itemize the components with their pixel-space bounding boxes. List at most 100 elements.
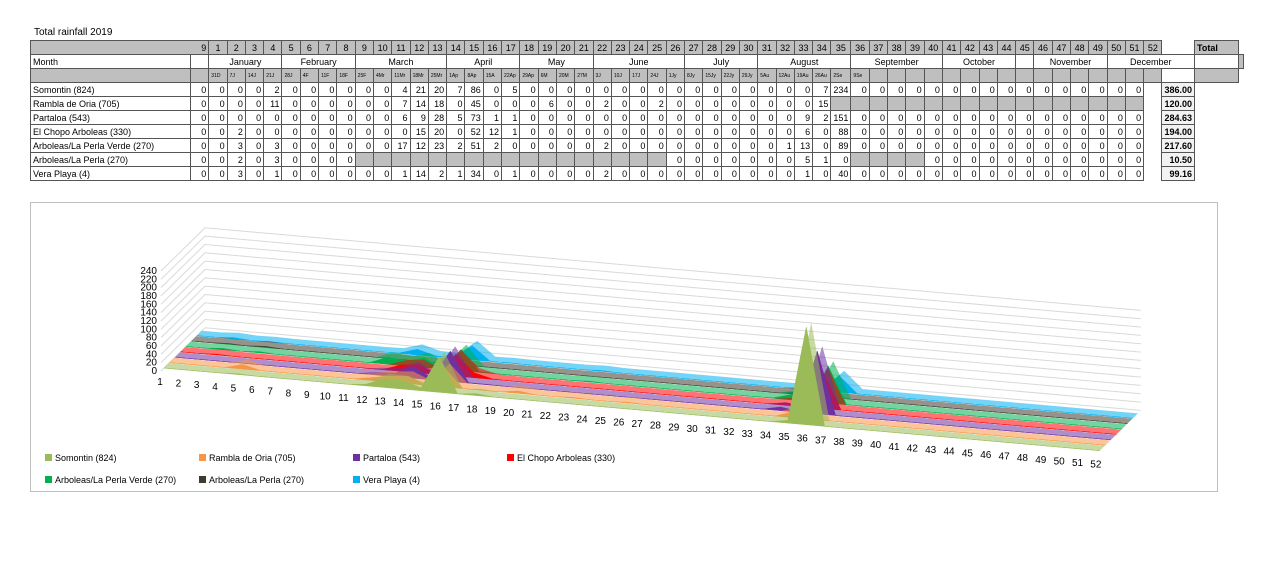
rainfall-cell: 0 xyxy=(738,152,759,167)
rainfall-cell: 0 xyxy=(923,166,943,181)
rainfall-cell: 0 xyxy=(537,124,557,139)
legend-label: Somontin (824) xyxy=(55,453,117,463)
rainfall-cell: 0 xyxy=(318,110,338,125)
rainfall-cell xyxy=(574,152,594,167)
date-cell xyxy=(1033,68,1053,83)
week-number-cell: 30 xyxy=(738,40,759,55)
rainfall-cell: 0 xyxy=(702,124,722,139)
rainfall-cell: 0 xyxy=(1106,152,1126,167)
rainfall-cell: 0 xyxy=(905,138,925,153)
month-header-cell xyxy=(1015,54,1035,69)
rainfall-cell: 0 xyxy=(941,152,962,167)
total-header: Total xyxy=(1194,40,1239,55)
week-number-cell: 39 xyxy=(905,40,925,55)
rainfall-cell: 0 xyxy=(996,152,1017,167)
gridline xyxy=(160,293,1141,378)
gridline xyxy=(160,310,1141,395)
rainfall-cell: 0 xyxy=(629,110,649,125)
week-number-cell: 40 xyxy=(923,40,943,55)
rainfall-cell: 0 xyxy=(263,124,283,139)
y-tick-label: 160 xyxy=(140,299,157,310)
rainfall-cell xyxy=(868,152,889,167)
x-tick-label: 27 xyxy=(632,419,644,430)
station-name: Arboleas/La Perla (270) xyxy=(30,152,191,167)
rainfall-cell xyxy=(427,152,448,167)
rainfall-cell xyxy=(905,152,925,167)
rainfall-cell: 45 xyxy=(464,96,484,111)
rainfall-cell: 73 xyxy=(464,110,484,125)
rainfall-cell: 0 xyxy=(665,152,686,167)
rainfall-cell: 0 xyxy=(354,166,374,181)
rainfall-cell xyxy=(887,152,907,167)
x-tick-label: 38 xyxy=(833,437,845,448)
total-cell: 284.63 xyxy=(1161,110,1195,125)
week-number-cell: 52 xyxy=(1143,40,1163,55)
rainfall-cell: 6 xyxy=(793,124,814,139)
rainfall-cell: 0 xyxy=(996,82,1017,97)
date-cell: 17J xyxy=(629,68,649,83)
rainfall-cell: 0 xyxy=(482,82,503,97)
gap-cell xyxy=(1143,138,1162,153)
date-cell xyxy=(905,68,925,83)
month-header-cell: June xyxy=(592,54,686,69)
rainfall-cell: 0 xyxy=(1051,124,1071,139)
rainfall-cell: 20 xyxy=(427,82,448,97)
rainfall-cell xyxy=(647,152,667,167)
legend-swatch xyxy=(507,454,514,461)
gap-cell xyxy=(1143,152,1162,167)
week-number-cell: 23 xyxy=(610,40,631,55)
x-tick-label: 6 xyxy=(249,385,255,396)
date-cell: 1Ap xyxy=(446,68,466,83)
date-cell: 6M xyxy=(537,68,557,83)
x-tick-label: 12 xyxy=(356,395,368,406)
rainfall-cell: 0 xyxy=(684,152,704,167)
rainfall-cell: 0 xyxy=(372,166,393,181)
x-tick-label: 29 xyxy=(668,422,680,433)
y-tick-label: 60 xyxy=(146,341,158,352)
rainfall-cell: 0 xyxy=(336,166,356,181)
rainfall-cell: 0 xyxy=(738,124,759,139)
rainfall-cell: 0 xyxy=(702,110,722,125)
rainfall-cell: 0 xyxy=(336,110,356,125)
rainfall-cell: 1 xyxy=(812,152,832,167)
rainfall-cell: 0 xyxy=(1051,138,1071,153)
rainfall-cell: 0 xyxy=(850,82,870,97)
rainfall-cell: 0 xyxy=(1088,110,1108,125)
y-tick-label: 80 xyxy=(146,333,158,344)
date-cell: 7J xyxy=(226,68,246,83)
series-area xyxy=(164,327,1100,451)
rainfall-cell: 34 xyxy=(464,166,484,181)
month-header-cell: September xyxy=(850,54,943,69)
rainfall-cell: 0 xyxy=(887,138,907,153)
rainfall-cell: 2 xyxy=(446,138,466,153)
rainfall-cell: 0 xyxy=(519,166,539,181)
rainfall-cell xyxy=(409,152,429,167)
rainfall-cell: 0 xyxy=(1088,82,1108,97)
month-header-cell: May xyxy=(519,54,594,69)
rainfall-cell: 0 xyxy=(318,82,338,97)
rainfall-cell: 0 xyxy=(537,110,557,125)
rainfall-cell: 0 xyxy=(354,138,374,153)
x-tick-label: 34 xyxy=(760,430,772,441)
station-name: Somontin (824) xyxy=(30,82,191,97)
rainfall-cell: 0 xyxy=(1088,166,1108,181)
y-tick-label: 20 xyxy=(146,358,158,369)
rainfall-cell xyxy=(923,96,943,111)
rainfall-cell: 0 xyxy=(555,110,576,125)
rainfall-cell: 0 xyxy=(720,138,740,153)
gridline xyxy=(160,260,1141,345)
x-tick-label: 8 xyxy=(286,388,292,399)
rainfall-cell: 0 xyxy=(1033,110,1053,125)
series-area-top xyxy=(186,341,1127,430)
x-tick-label: 22 xyxy=(540,411,552,422)
date-cell xyxy=(941,68,962,83)
rainfall-cell: 0 xyxy=(850,124,870,139)
week-number-cell: 42 xyxy=(960,40,980,55)
rainfall-cell: 0 xyxy=(684,166,704,181)
legend-swatch xyxy=(45,476,52,483)
rainfall-cell: 5 xyxy=(501,82,521,97)
date-cell: 12Au xyxy=(775,68,795,83)
rainfall-cell xyxy=(941,96,962,111)
rainfall-cell: 0 xyxy=(446,124,466,139)
x-tick-label: 37 xyxy=(815,435,827,446)
